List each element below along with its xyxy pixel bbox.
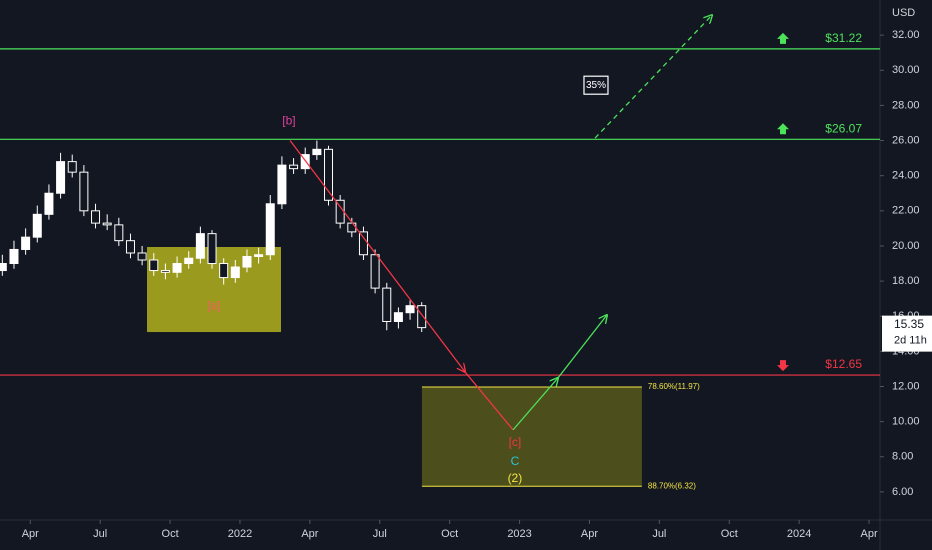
candle-body xyxy=(347,222,357,233)
candle-body xyxy=(56,161,66,194)
level-label: $31.22 xyxy=(825,31,862,45)
candle-body xyxy=(0,263,7,272)
level-arrow xyxy=(777,360,789,372)
last-price-box xyxy=(882,315,932,352)
candle-body xyxy=(277,164,287,205)
x-tick-label: Jul xyxy=(652,528,666,540)
candle-body xyxy=(21,236,31,250)
wave-label: [b] xyxy=(282,113,295,127)
level-label: $12.65 xyxy=(825,357,862,371)
y-tick-label: 10.00 xyxy=(892,416,920,428)
candle-body xyxy=(405,305,415,314)
badge-box xyxy=(583,75,609,95)
candle-body xyxy=(254,254,264,257)
candle-body xyxy=(358,231,368,256)
wave-line xyxy=(289,140,465,372)
candle-body xyxy=(370,254,380,289)
y-tick-label: 20.00 xyxy=(892,240,920,252)
candle-body xyxy=(67,161,77,173)
candle-body xyxy=(137,252,147,261)
wave-line xyxy=(464,371,514,431)
x-tick-label: 2023 xyxy=(507,528,531,540)
candle-body xyxy=(32,213,42,238)
y-tick-label: 28.00 xyxy=(892,99,920,111)
x-tick-label: 2022 xyxy=(228,528,252,540)
candle-body xyxy=(289,164,299,170)
x-tick-label: Oct xyxy=(162,528,179,540)
candle-body xyxy=(265,203,275,256)
y-tick-label: 32.00 xyxy=(892,29,920,41)
x-tick-label: Apr xyxy=(860,528,877,540)
zone-box xyxy=(421,387,642,487)
level-arrow xyxy=(777,123,789,135)
fib-label: 78.60%(11.97) xyxy=(648,382,700,391)
candle-body xyxy=(160,270,170,273)
x-tick-label: Apr xyxy=(581,528,598,540)
wave-line xyxy=(557,315,607,379)
wave-label: C xyxy=(511,454,520,468)
candle-body xyxy=(79,171,89,212)
zone-label: [a] xyxy=(207,299,220,313)
candle-body xyxy=(382,287,392,322)
x-tick-label: Oct xyxy=(721,528,738,540)
y-tick-label: 30.00 xyxy=(892,64,920,76)
candle-body xyxy=(114,224,124,242)
y-tick-label: 24.00 xyxy=(892,170,920,182)
level-arrow xyxy=(777,32,789,44)
candle-body xyxy=(172,263,182,273)
candle-body xyxy=(417,305,427,329)
x-tick-label: Jul xyxy=(93,528,107,540)
candle-body xyxy=(91,210,101,224)
candle-body xyxy=(102,222,112,226)
x-tick-label: 2024 xyxy=(787,528,811,540)
candle-body xyxy=(9,248,19,265)
candle-body xyxy=(195,233,205,259)
y-tick-label: 26.00 xyxy=(892,134,920,146)
level-label: $26.07 xyxy=(825,121,862,135)
fib-label: 88.70%(6.32) xyxy=(648,481,696,490)
x-tick-label: Apr xyxy=(301,528,318,540)
y-tick-label: 8.00 xyxy=(892,451,913,463)
candle-body xyxy=(242,255,252,268)
y-tick-label: 12.00 xyxy=(892,380,920,392)
candle-body xyxy=(219,263,229,279)
last-price-label: 15.35 xyxy=(894,317,924,331)
candle-body xyxy=(125,240,135,254)
candle-body xyxy=(184,257,194,265)
wave-label: (2) xyxy=(508,471,523,485)
countdown-label: 2d 11h xyxy=(894,335,927,347)
candle-body xyxy=(44,192,54,215)
wave-label: [c] xyxy=(509,435,522,449)
x-tick-label: Jul xyxy=(373,528,387,540)
wave-line xyxy=(594,15,712,139)
x-tick-label: Oct xyxy=(441,528,458,540)
y-tick-label: 22.00 xyxy=(892,205,920,217)
candle-body xyxy=(324,148,334,201)
candle-body xyxy=(149,259,159,272)
candle-body xyxy=(312,148,322,156)
badge-label: 35% xyxy=(586,80,606,91)
x-tick-label: Apr xyxy=(22,528,39,540)
y-axis-label: USD xyxy=(892,7,915,19)
candle-body xyxy=(230,266,240,279)
candle-body xyxy=(393,312,403,322)
y-tick-label: 18.00 xyxy=(892,275,920,287)
y-tick-label: 6.00 xyxy=(892,486,913,498)
wave-line xyxy=(512,378,558,431)
candle-body xyxy=(207,233,217,265)
